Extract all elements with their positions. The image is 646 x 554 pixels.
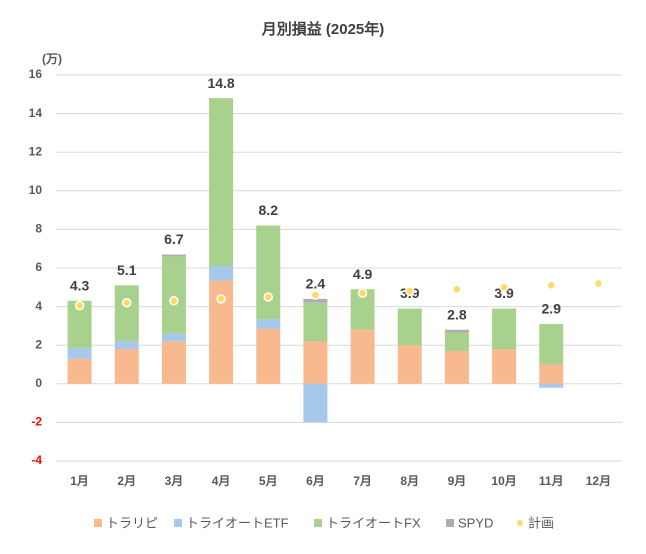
legend-marker xyxy=(446,519,454,527)
y-tick-label: -4 xyxy=(31,453,42,467)
legend-label: 計画 xyxy=(528,515,554,530)
bar-segment xyxy=(444,329,469,333)
plan-point xyxy=(263,292,273,302)
x-tick-label: 6月 xyxy=(306,474,325,488)
x-tick-label: 3月 xyxy=(165,474,184,488)
bar-segment xyxy=(114,285,139,342)
total-label: 3.9 xyxy=(494,285,514,301)
y-tick-label: 16 xyxy=(29,67,43,81)
plan-point xyxy=(499,282,509,293)
bar-segment xyxy=(539,364,564,384)
y-tick-label: 10 xyxy=(29,183,43,197)
bar-segment xyxy=(444,332,469,351)
bar-segment xyxy=(161,341,186,384)
total-label: 14.8 xyxy=(207,75,234,91)
legend-label: SPYD xyxy=(458,515,493,530)
plan-point xyxy=(546,280,556,291)
legend-label: トライオートFX xyxy=(326,515,421,530)
bar-segment xyxy=(397,308,422,346)
bar-segment xyxy=(114,349,139,384)
bar-segment xyxy=(114,341,139,350)
bar-segment xyxy=(256,319,281,329)
bar-segment xyxy=(539,323,564,365)
y-tick-label: 14 xyxy=(29,106,43,120)
bar-segment xyxy=(303,298,328,303)
x-tick-label: 1月 xyxy=(70,474,89,488)
legend-label: トライオートETF xyxy=(186,515,289,530)
legend-marker xyxy=(94,519,102,527)
y-tick-label: 4 xyxy=(35,299,42,313)
bar-segment xyxy=(161,254,186,257)
total-label: 6.7 xyxy=(164,231,184,247)
y-tick-label: -2 xyxy=(31,415,42,429)
legend-label: トラリピ xyxy=(106,515,158,530)
plan-point xyxy=(216,294,226,304)
bar-segment xyxy=(161,256,186,334)
bar-segment xyxy=(303,383,328,423)
bar-segment xyxy=(303,302,328,342)
plan-point xyxy=(593,278,604,289)
y-unit-label: (万) xyxy=(42,52,62,66)
x-tick-label: 5月 xyxy=(259,474,278,488)
x-tick-label: 11月 xyxy=(539,474,564,488)
bar-segment xyxy=(303,341,328,384)
bar-segment xyxy=(492,349,517,384)
plan-point xyxy=(74,300,85,311)
total-label: 5.1 xyxy=(117,262,137,278)
x-tick-label: 9月 xyxy=(448,474,467,488)
x-tick-label: 8月 xyxy=(400,474,419,488)
bar-segment xyxy=(350,329,375,384)
bar-segment xyxy=(397,345,422,384)
x-tick-label: 7月 xyxy=(353,474,372,488)
plan-point xyxy=(357,288,368,298)
total-label: 2.4 xyxy=(306,276,326,292)
plan-point xyxy=(169,296,179,306)
y-tick-label: 8 xyxy=(35,222,42,236)
legend-marker xyxy=(517,520,523,526)
y-tick-label: 12 xyxy=(29,144,43,158)
bar-segment xyxy=(161,333,186,342)
total-label: 2.9 xyxy=(542,301,562,317)
bar-segment xyxy=(256,328,281,384)
legend-marker xyxy=(314,519,322,527)
bar-segment xyxy=(67,358,92,384)
total-label: 2.8 xyxy=(447,306,467,322)
plan-point xyxy=(122,297,132,308)
plan-point xyxy=(310,290,321,300)
plan-point xyxy=(452,284,462,294)
x-tick-label: 2月 xyxy=(117,474,136,488)
x-tick-label: 10月 xyxy=(491,474,516,488)
bar-segment xyxy=(209,266,234,281)
plan-point xyxy=(405,286,415,296)
bar-segment xyxy=(256,225,281,320)
bar-segment xyxy=(209,98,234,267)
bar-segment xyxy=(67,348,92,359)
bar-segment xyxy=(539,383,564,388)
x-tick-label: 4月 xyxy=(212,474,231,488)
legend-marker xyxy=(174,519,182,527)
total-label: 4.9 xyxy=(353,266,373,282)
bar-segment xyxy=(492,308,517,350)
y-tick-label: 6 xyxy=(35,260,42,274)
total-label: 8.2 xyxy=(259,202,279,218)
x-tick-label: 12月 xyxy=(586,474,611,488)
chart-title: 月別損益 (2025年) xyxy=(261,20,385,38)
y-tick-label: 2 xyxy=(35,337,42,351)
total-label: 4.3 xyxy=(70,278,90,294)
bar-segment xyxy=(444,350,469,384)
y-tick-label: 0 xyxy=(35,376,42,390)
